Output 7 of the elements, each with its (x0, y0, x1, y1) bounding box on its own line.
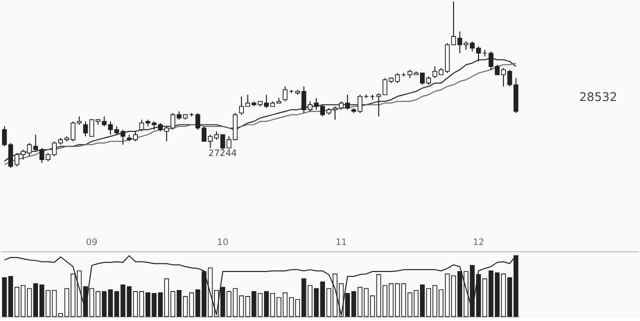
x-tick-label: 09 (86, 238, 98, 248)
x-tick-label: 12 (472, 238, 484, 248)
text: 28532 (579, 90, 618, 104)
annotation: 27244 (208, 149, 238, 160)
x-tick-label: 10 (217, 238, 229, 248)
candlestick (282, 86, 288, 102)
x-tick-label: 11 (336, 238, 347, 248)
